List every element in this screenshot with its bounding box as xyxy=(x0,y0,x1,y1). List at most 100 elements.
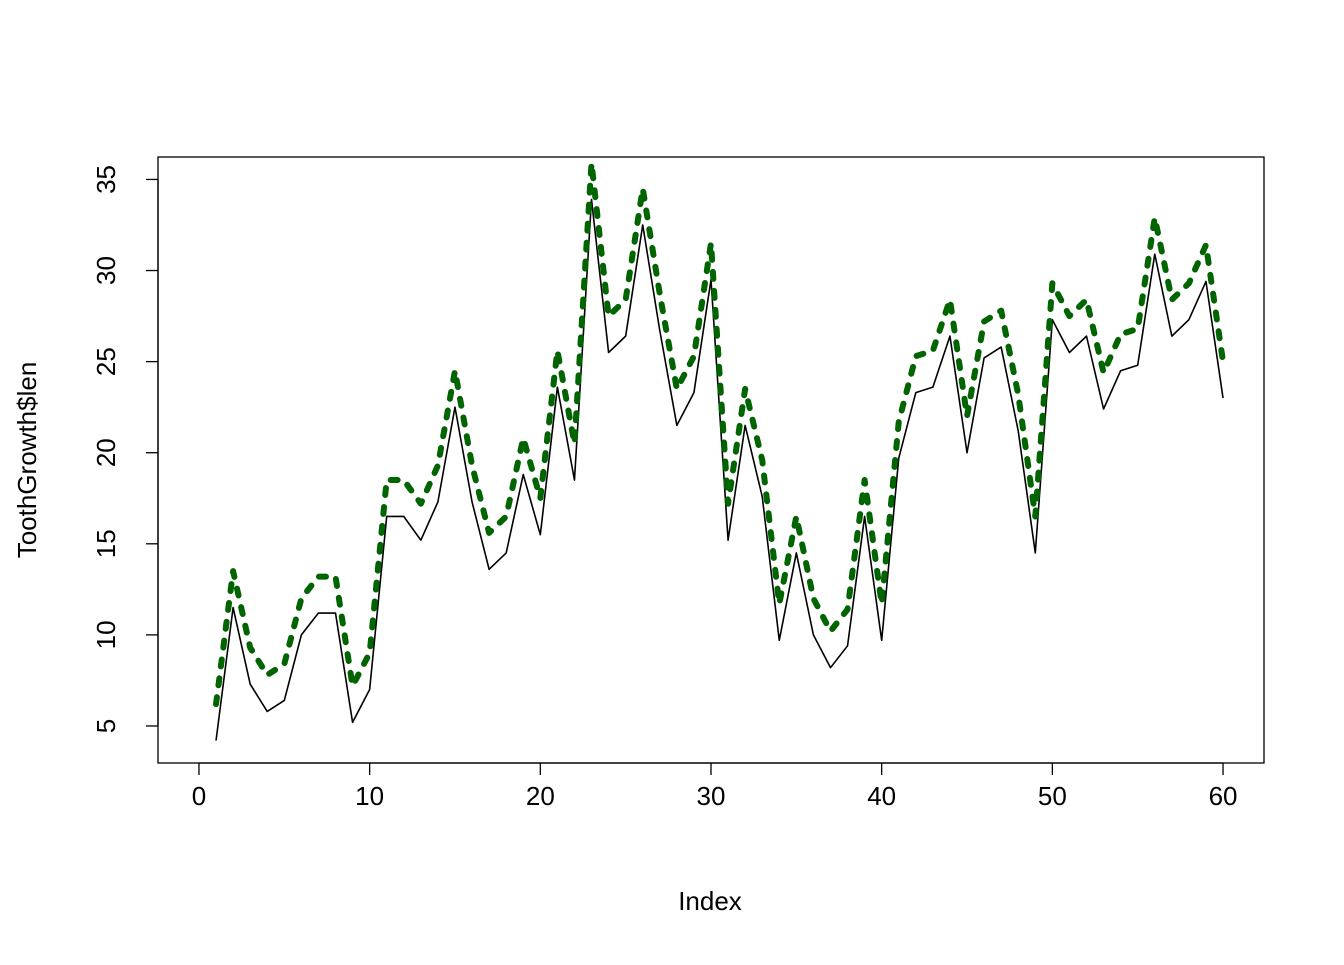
series-2-point xyxy=(811,596,816,601)
y-axis: 5 10 15 20 25 30 35 xyxy=(91,165,159,733)
series-2-point xyxy=(692,354,697,359)
series-1-point xyxy=(1205,281,1207,283)
series-1-point xyxy=(830,667,832,669)
series-1-point xyxy=(693,392,695,394)
series-1-point xyxy=(420,539,422,541)
series-2-point xyxy=(453,368,458,373)
series-1-point xyxy=(642,224,644,226)
x-tick-label: 10 xyxy=(355,781,384,811)
x-tick-label: 50 xyxy=(1038,781,1067,811)
series-2-point xyxy=(760,458,765,463)
series-1-point xyxy=(676,425,678,427)
series-2-point xyxy=(794,514,799,519)
series-2-point xyxy=(265,673,270,678)
series-1-point xyxy=(471,501,473,503)
series-1-point xyxy=(1222,397,1224,399)
series-2-point xyxy=(1118,332,1123,337)
x-tick-label: 60 xyxy=(1209,781,1238,811)
series-1-point xyxy=(915,392,917,394)
y-tick-label: 30 xyxy=(91,256,121,285)
series-1-point xyxy=(403,516,405,518)
series-2-point xyxy=(657,292,662,297)
y-tick-label: 15 xyxy=(91,529,121,558)
series-2-point xyxy=(231,569,236,574)
series-1-point xyxy=(352,722,354,724)
series-1-point xyxy=(266,711,268,713)
series-1-point xyxy=(778,640,780,642)
series-2-line xyxy=(213,160,1227,708)
series-1-point xyxy=(625,335,627,337)
series-1-point xyxy=(437,501,439,503)
series-1-point xyxy=(369,689,371,691)
series-2-point xyxy=(521,436,526,441)
series-1-point xyxy=(591,199,593,201)
series-1-point xyxy=(881,640,883,642)
series-2-point xyxy=(589,161,594,166)
series-1-point xyxy=(1069,352,1071,354)
series-2-point xyxy=(1033,514,1038,519)
series-2-point xyxy=(1101,370,1106,375)
series-2-point xyxy=(930,348,935,353)
series-1-point xyxy=(386,516,388,518)
series-2-point xyxy=(470,463,475,468)
series-1-point xyxy=(1120,370,1122,372)
series-2-point xyxy=(896,419,901,424)
series-1-point xyxy=(574,479,576,481)
series-2-point xyxy=(316,574,321,579)
series-1-point xyxy=(505,552,507,554)
series-2 xyxy=(213,160,1227,708)
series-1-point xyxy=(540,534,542,536)
series-2-point xyxy=(1135,326,1140,331)
series-1-point xyxy=(335,612,337,614)
series-2-point xyxy=(401,478,406,483)
series-2-point xyxy=(1187,281,1192,286)
series-2-point xyxy=(777,602,782,607)
series-1-point xyxy=(1000,346,1002,348)
series-2-point xyxy=(418,501,423,506)
series-2-point xyxy=(538,496,543,501)
series-2-point xyxy=(726,501,731,506)
series-2-point xyxy=(623,297,628,302)
series-2-point xyxy=(845,607,850,612)
series-2-point xyxy=(674,387,679,392)
series-1-point xyxy=(1034,552,1036,554)
series-1-point xyxy=(215,740,217,742)
series-1-point xyxy=(454,406,456,408)
series-2-point xyxy=(384,478,389,483)
series-2-point xyxy=(709,241,714,246)
series-2-point xyxy=(299,596,304,601)
series-2-point xyxy=(1084,297,1089,302)
series-1-point xyxy=(1017,430,1019,432)
series-1-point xyxy=(1086,335,1088,337)
series-2-point xyxy=(1204,243,1209,248)
y-tick-label: 5 xyxy=(91,719,121,733)
series-2-point xyxy=(504,514,509,519)
series-2-point xyxy=(333,574,338,579)
x-axis-title: Index xyxy=(678,886,742,916)
series-1-point xyxy=(847,645,849,647)
series-2-point xyxy=(640,186,645,191)
series-1-point xyxy=(1171,335,1173,337)
series-1-point xyxy=(932,386,934,388)
series-1-point xyxy=(966,452,968,454)
series-1-point xyxy=(318,612,320,614)
series-2-point xyxy=(572,441,577,446)
series-1-point xyxy=(983,357,985,359)
series-1-point xyxy=(864,516,866,518)
series-2-point xyxy=(214,702,219,707)
series-2-point xyxy=(948,297,953,302)
series-2-point xyxy=(606,314,611,319)
series-1-point xyxy=(1188,319,1190,321)
x-tick-label: 20 xyxy=(526,781,555,811)
series-1-point xyxy=(301,634,303,636)
y-axis-title: ToothGrowth$len xyxy=(12,362,42,559)
series-2-point xyxy=(1050,281,1055,286)
series-1-point xyxy=(727,539,729,541)
series-1-point xyxy=(249,683,251,685)
series-1-point xyxy=(796,552,798,554)
series-2-point xyxy=(965,414,970,419)
series-2-point xyxy=(1067,314,1072,319)
series-2-point xyxy=(879,602,884,607)
series-2-point xyxy=(367,651,372,656)
